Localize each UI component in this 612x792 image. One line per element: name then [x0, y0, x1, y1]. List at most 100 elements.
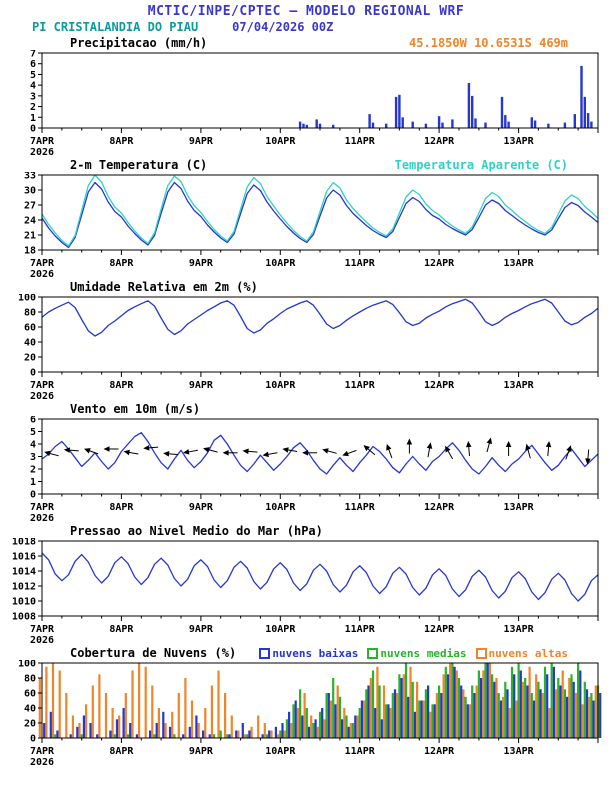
panel-humidity: Umidade Relativa em 2m (%) 0 20 40 60 80 100 7…	[0, 279, 612, 400]
nuvens-medias-swatch-icon	[367, 648, 379, 659]
legend-label: nuvens altas	[488, 647, 568, 660]
panel-wind: Vento em 10m (m/s) 0 1 2 3 4 5 6 7APR 2026 8APR 9A…	[0, 401, 612, 522]
svg-text:100: 100	[18, 660, 36, 670]
svg-text:2: 2	[30, 465, 36, 476]
panel-title-wind: Vento em 10m (m/s)	[70, 402, 201, 416]
svg-text:10APR: 10APR	[265, 746, 296, 757]
svg-text:27: 27	[24, 201, 36, 212]
legend-item-nuvens-baixas: nuvens baixas	[259, 647, 358, 660]
svg-text:2026: 2026	[30, 513, 54, 522]
svg-text:13APR: 13APR	[504, 624, 535, 635]
svg-text:8APR: 8APR	[109, 624, 134, 635]
station-name: PI CRISTALANDIA DO PIAU	[32, 20, 199, 34]
svg-text:100: 100	[18, 294, 36, 304]
svg-text:5: 5	[30, 427, 36, 438]
legend-item-nuvens-medias: nuvens medias	[367, 647, 467, 660]
svg-text:1008: 1008	[12, 612, 36, 623]
svg-text:13APR: 13APR	[504, 746, 535, 757]
coordinates-label: 45.1850W 10.6531S 469m	[409, 36, 568, 50]
run-datetime: 07/04/2026 00Z	[232, 20, 334, 34]
svg-text:2026: 2026	[30, 147, 54, 156]
header-subline: PI CRISTALANDIA DO PIAU 07/04/2026 00Z	[0, 20, 612, 34]
svg-text:13APR: 13APR	[504, 258, 535, 269]
svg-text:4: 4	[30, 440, 36, 451]
svg-text:3: 3	[30, 452, 36, 463]
svg-text:7APR: 7APR	[30, 624, 55, 635]
svg-text:1016: 1016	[12, 552, 36, 563]
apparent-temperature-label: Temperatura Aparente (C)	[394, 158, 568, 172]
svg-text:40: 40	[24, 338, 36, 349]
svg-text:9APR: 9APR	[189, 380, 214, 391]
svg-text:12APR: 12APR	[424, 136, 455, 147]
page-title: MCTIC/INPE/CPTEC — MODELO REGIONAL WRF	[147, 4, 465, 19]
svg-text:1014: 1014	[12, 567, 36, 578]
svg-text:8APR: 8APR	[109, 258, 134, 269]
panel-clouds: Cobertura de Nuvens (%) nuvens baixas nu…	[0, 645, 612, 766]
svg-text:8APR: 8APR	[109, 136, 134, 147]
svg-text:2026: 2026	[30, 269, 54, 278]
svg-text:11APR: 11APR	[345, 746, 376, 757]
svg-text:7APR: 7APR	[30, 502, 55, 513]
svg-text:60: 60	[24, 689, 36, 700]
svg-text:6: 6	[30, 59, 36, 70]
svg-text:11APR: 11APR	[345, 624, 376, 635]
svg-text:7APR: 7APR	[30, 136, 55, 147]
svg-text:80: 80	[24, 674, 36, 685]
legend-item-nuvens-altas: nuvens altas	[475, 647, 568, 660]
svg-text:13APR: 13APR	[504, 380, 535, 391]
svg-text:1010: 1010	[12, 597, 36, 608]
svg-text:4: 4	[30, 81, 36, 92]
svg-text:12APR: 12APR	[424, 380, 455, 391]
svg-text:5: 5	[30, 70, 36, 81]
svg-text:1018: 1018	[12, 538, 36, 548]
legend-label: nuvens baixas	[272, 647, 359, 660]
svg-text:0: 0	[30, 734, 36, 745]
panel-title-pressure: Pressao ao Nivel Medio do Mar (hPa)	[70, 524, 323, 538]
header: MCTIC/INPE/CPTEC — MODELO REGIONAL WRF P…	[0, 4, 612, 34]
svg-text:1012: 1012	[12, 582, 36, 593]
svg-text:11APR: 11APR	[345, 136, 376, 147]
panel-title-temperature: 2-m Temperatura (C)	[70, 158, 208, 172]
svg-text:40: 40	[24, 704, 36, 715]
panel-title-humidity: Umidade Relativa em 2m (%)	[70, 280, 258, 294]
svg-text:8APR: 8APR	[109, 746, 134, 757]
svg-text:10APR: 10APR	[265, 624, 296, 635]
svg-text:2026: 2026	[30, 391, 54, 400]
svg-text:8APR: 8APR	[109, 380, 134, 391]
svg-text:24: 24	[24, 216, 36, 227]
svg-text:2026: 2026	[30, 757, 54, 766]
panel-precipitation: Precipitacao (mm/h) 45.1850W 10.6531S 46…	[0, 35, 612, 156]
svg-text:6: 6	[30, 416, 36, 426]
svg-text:0: 0	[30, 490, 36, 501]
svg-text:1: 1	[30, 477, 36, 488]
svg-text:21: 21	[24, 231, 36, 242]
svg-text:20: 20	[24, 353, 36, 364]
svg-text:11APR: 11APR	[345, 502, 376, 513]
svg-text:11APR: 11APR	[345, 380, 376, 391]
svg-text:7APR: 7APR	[30, 746, 55, 757]
panel-temperature: 2-m Temperatura (C) Temperatura Aparente…	[0, 157, 612, 278]
svg-text:80: 80	[24, 308, 36, 319]
svg-text:12APR: 12APR	[424, 624, 455, 635]
clouds-legend: nuvens baixas nuvens medias nuvens altas	[259, 647, 568, 660]
svg-text:7: 7	[30, 50, 36, 60]
svg-text:2: 2	[30, 102, 36, 113]
svg-text:3: 3	[30, 91, 36, 102]
svg-text:0: 0	[30, 368, 36, 379]
svg-text:13APR: 13APR	[504, 136, 535, 147]
svg-text:33: 33	[24, 172, 36, 182]
svg-text:1: 1	[30, 113, 36, 124]
svg-text:18: 18	[24, 246, 36, 257]
nuvens-altas-swatch-icon	[475, 648, 487, 659]
svg-text:8APR: 8APR	[109, 502, 134, 513]
panel-pressure: Pressao ao Nivel Medio do Mar (hPa) 1008…	[0, 523, 612, 644]
panel-title-clouds: Cobertura de Nuvens (%)	[70, 646, 237, 660]
svg-text:10APR: 10APR	[265, 502, 296, 513]
svg-text:12APR: 12APR	[424, 258, 455, 269]
svg-text:20: 20	[24, 719, 36, 730]
svg-text:10APR: 10APR	[265, 380, 296, 391]
